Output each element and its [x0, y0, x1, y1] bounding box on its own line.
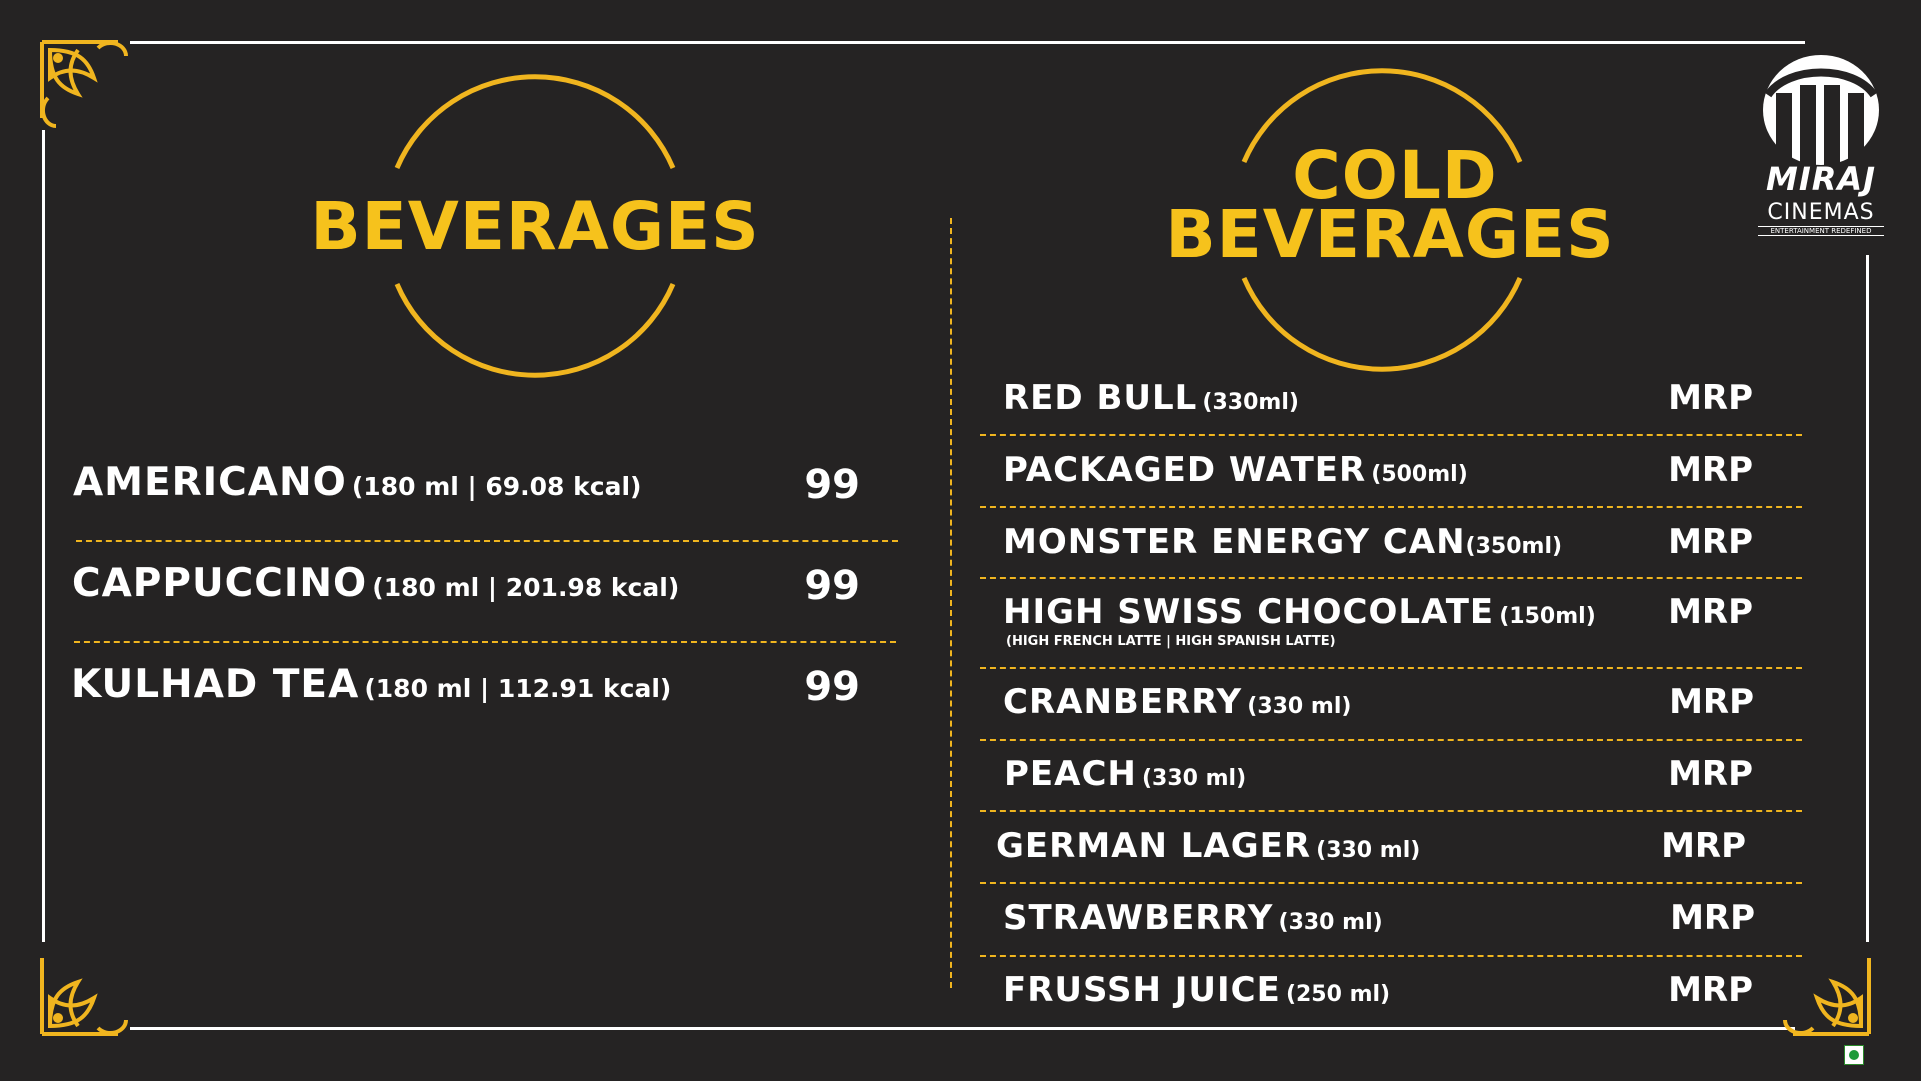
ornament-bottom-right-icon [1783, 958, 1871, 1036]
item-price: 99 [804, 462, 860, 508]
item-name: FRUSSH JUICE [1003, 970, 1281, 1010]
miraj-logo-icon [1763, 55, 1879, 165]
menu-item: PEACH (330 ml) [1004, 754, 1246, 794]
item-detail: (180 ml | 69.08 kcal) [351, 472, 642, 501]
item-price: MRP [1668, 970, 1753, 1010]
item-detail: (330ml) [1202, 390, 1299, 415]
menu-item: STRAWBERRY (330 ml) [1003, 898, 1383, 938]
logo-subtitle: CINEMAS [1767, 200, 1875, 225]
cold-beverages-title-line2: BEVERAGES [1165, 196, 1615, 273]
item-detail: (330 ml) [1278, 910, 1383, 935]
logo-brand: MIRAJ [1765, 160, 1877, 198]
menu-item: CRANBERRY (330 ml) [1003, 682, 1351, 722]
divider [980, 955, 1802, 957]
divider [74, 641, 896, 643]
item-price: 99 [804, 563, 860, 609]
item-detail: (330 ml) [1316, 838, 1421, 863]
column-divider [950, 218, 952, 988]
item-detail: (180 ml | 201.98 kcal) [372, 573, 680, 602]
item-detail: (350ml) [1465, 534, 1563, 559]
item-name: MONSTER ENERGY CAN [1003, 522, 1466, 562]
item-name: CAPPUCCINO [72, 561, 368, 606]
item-name: PACKAGED WATER [1003, 450, 1367, 490]
veg-symbol-icon [1844, 1045, 1864, 1065]
logo-tagline: ENTERTAINMENT REDEFINED [1758, 226, 1884, 236]
item-name: KULHAD TEA [71, 662, 360, 707]
beverages-title: BEVERAGES [310, 188, 760, 265]
item-price: 99 [804, 664, 860, 710]
divider [980, 739, 1802, 741]
divider [76, 540, 898, 542]
frame-bottom-line [130, 1027, 1795, 1030]
item-name: CRANBERRY [1003, 682, 1243, 722]
item-subtitle: (HIGH FRENCH LATTE | HIGH SPANISH LATTE) [1006, 634, 1336, 649]
menu-item: FRUSSH JUICE (250 ml) [1003, 970, 1390, 1010]
beverages-title-ring [394, 74, 676, 378]
item-detail: (500ml) [1371, 462, 1468, 487]
divider [980, 667, 1802, 669]
divider [980, 882, 1802, 884]
menu-item: GERMAN LAGER (330 ml) [996, 826, 1420, 866]
item-name: AMERICANO [73, 460, 347, 505]
menu-item: RED BULL (330ml) [1003, 378, 1299, 418]
frame-top-line [130, 41, 1805, 44]
divider [980, 434, 1802, 436]
ornament-top-left-icon [40, 40, 128, 128]
item-detail: (150ml) [1499, 604, 1596, 629]
item-detail: (250 ml) [1285, 982, 1391, 1007]
item-detail: (330 ml) [1247, 694, 1352, 719]
divider [980, 506, 1802, 508]
menu-item-kulhad-tea: KULHAD TEA (180 ml | 112.91 kcal) [71, 662, 671, 707]
divider [980, 810, 1802, 812]
frame-right-line [1866, 255, 1869, 942]
menu-item-cappuccino: CAPPUCCINO (180 ml | 201.98 kcal) [72, 561, 679, 606]
item-name: PEACH [1004, 754, 1137, 794]
item-price: MRP [1670, 898, 1755, 938]
item-price: MRP [1668, 592, 1753, 632]
cold-beverages-title-line1: COLD [1292, 137, 1498, 214]
item-name: RED BULL [1003, 378, 1198, 418]
item-detail: (330 ml) [1141, 766, 1247, 791]
menu-item: HIGH SWISS CHOCOLATE (150ml) [1003, 592, 1596, 632]
item-detail: (180 ml | 112.91 kcal) [364, 674, 672, 703]
menu-item: PACKAGED WATER (500ml) [1003, 450, 1468, 490]
item-name: GERMAN LAGER [996, 826, 1312, 866]
frame-left-line [42, 130, 45, 942]
item-price: MRP [1668, 754, 1753, 794]
menu-item: MONSTER ENERGY CAN(350ml) [1003, 522, 1562, 562]
item-price: MRP [1668, 522, 1753, 562]
item-price: MRP [1669, 682, 1754, 722]
cold-beverages-title-ring [1241, 68, 1523, 372]
item-price: MRP [1668, 450, 1753, 490]
item-price: MRP [1668, 378, 1753, 418]
divider [980, 577, 1802, 579]
menu-item-americano: AMERICANO (180 ml | 69.08 kcal) [73, 460, 641, 505]
item-name: HIGH SWISS CHOCOLATE [1003, 592, 1495, 632]
ornament-bottom-left-icon [40, 958, 128, 1036]
item-price: MRP [1661, 826, 1746, 866]
item-name: STRAWBERRY [1003, 898, 1274, 938]
